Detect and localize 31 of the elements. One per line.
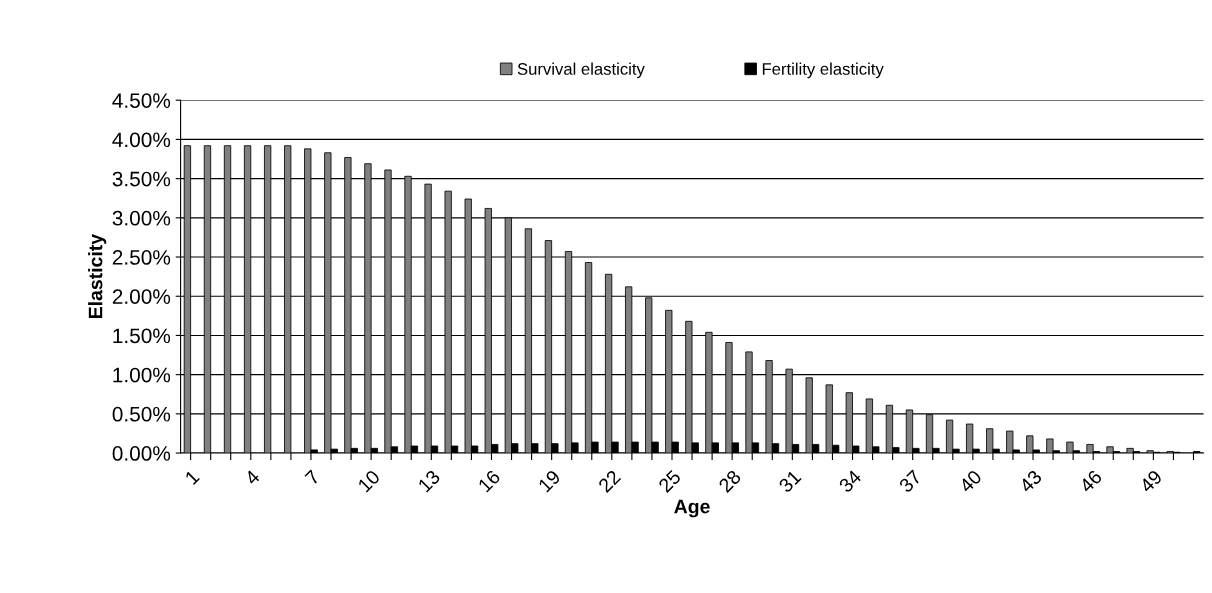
y-tick-label: 4.00% [112, 132, 171, 148]
x-axis-title: Age [674, 499, 710, 518]
x-tick-label: 37 [898, 469, 923, 494]
x-tick-label: 28 [717, 469, 742, 494]
y-tick-label: 3.00% [112, 210, 171, 226]
x-tick-label: 34 [838, 469, 863, 494]
x-tick-label: 46 [1078, 469, 1103, 494]
y-tick-label: 1.50% [113, 328, 171, 344]
x-tick-label: 10 [357, 469, 381, 493]
x-tick-label: 40 [958, 469, 983, 494]
x-tick-label: 7 [304, 469, 321, 486]
y-tick-label: 0.50% [112, 406, 171, 422]
x-tick-label: 43 [1018, 469, 1043, 494]
y-tick-label: 0.00% [112, 446, 171, 461]
y-tick-label: 3.50% [112, 171, 171, 187]
legend-label: Fertility elasticity [762, 62, 884, 79]
x-tick-label: 22 [597, 469, 622, 493]
y-tick-label: 2.00% [112, 289, 171, 304]
y-tick-label: 4.50% [112, 93, 171, 108]
x-tick-label: 13 [417, 469, 441, 493]
x-tick-label: 31 [777, 469, 802, 494]
x-tick-label: 1 [184, 469, 200, 485]
y-tick-label: 2.50% [112, 250, 171, 265]
x-tick-label: 16 [477, 469, 501, 493]
legend-label: Survival elasticity [517, 62, 645, 79]
y-tick-label: 1.00% [113, 367, 171, 383]
x-tick-label: 49 [1138, 469, 1163, 494]
y-axis-title: Elasticity [88, 234, 107, 319]
x-tick-label: 25 [657, 469, 682, 494]
x-tick-label: 19 [537, 469, 562, 493]
x-tick-label: 4 [243, 469, 261, 486]
